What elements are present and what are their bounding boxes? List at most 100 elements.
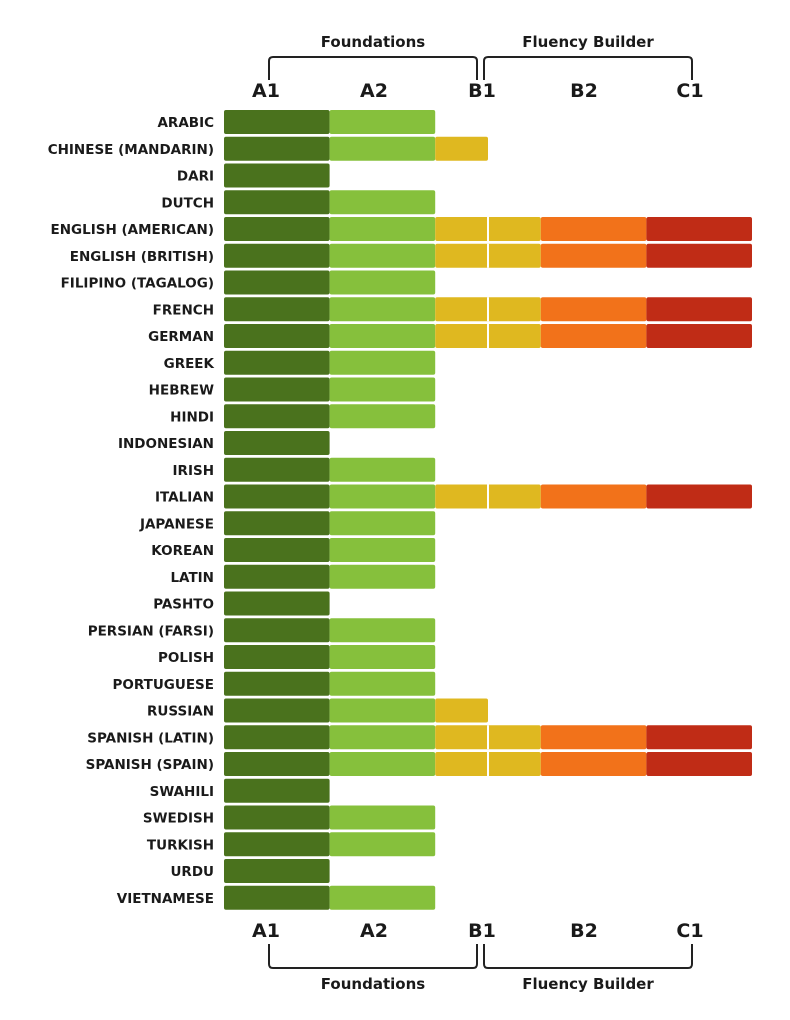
bar-segment-b2 bbox=[540, 217, 647, 241]
bar-segment-a1 bbox=[224, 136, 330, 161]
language-label-vietnamese: VIETNAMESE bbox=[117, 891, 214, 907]
bar-segment-a1 bbox=[224, 832, 330, 857]
bar-segment-a2 bbox=[329, 484, 436, 509]
language-label-portuguese: PORTUGUESE bbox=[112, 677, 214, 693]
bar-segment-a1 bbox=[224, 511, 330, 536]
language-label-dutch: DUTCH bbox=[161, 195, 214, 211]
language-label-russian: RUSSIAN bbox=[147, 704, 214, 720]
bar-french bbox=[224, 297, 752, 322]
bar-segment-c1 bbox=[646, 297, 752, 322]
bar-hebrew bbox=[224, 377, 436, 402]
level-label-c1: C1 bbox=[676, 80, 703, 102]
bar-segment-a2 bbox=[329, 752, 436, 776]
bar-segment-a1 bbox=[224, 431, 330, 455]
group-label-fluency-builder: Fluency Builder bbox=[522, 33, 654, 51]
language-label-filipino-tagalog: FILIPINO (TAGALOG) bbox=[61, 276, 214, 292]
language-label-persian-farsi: PERSIAN (FARSI) bbox=[88, 623, 214, 639]
bar-segment-a1 bbox=[224, 217, 330, 241]
language-label-italian: ITALIAN bbox=[155, 490, 214, 506]
language-label-dari: DARI bbox=[177, 169, 214, 185]
bar-segment-a2 bbox=[329, 404, 436, 429]
bar-segment-a2 bbox=[329, 645, 436, 669]
bar-segment-a1 bbox=[224, 725, 330, 750]
language-label-latin: LATIN bbox=[170, 570, 214, 586]
language-label-greek: GREEK bbox=[164, 356, 215, 372]
bar-vietnamese bbox=[224, 885, 436, 910]
group-bracket-foundations bbox=[268, 944, 478, 969]
bar-segment-a2 bbox=[329, 564, 436, 589]
language-label-english-american: ENGLISH (AMERICAN) bbox=[51, 222, 214, 238]
bar-segment-a2 bbox=[329, 885, 436, 910]
level-label-a2: A2 bbox=[360, 80, 388, 102]
language-label-japanese: JAPANESE bbox=[139, 516, 214, 532]
bar-segment-c1 bbox=[646, 484, 752, 509]
top-axis: A1 A2 B1 B2 C1 Foundations Fluency Builder bbox=[252, 33, 704, 102]
language-label-chinese-mandarin: CHINESE (MANDARIN) bbox=[48, 142, 214, 158]
bar-segment-b2 bbox=[540, 752, 647, 776]
bar-russian bbox=[224, 698, 488, 723]
language-label-swedish: SWEDISH bbox=[143, 811, 214, 827]
bar-segment-a2 bbox=[329, 243, 436, 268]
language-label-pashto: PASHTO bbox=[153, 597, 214, 613]
bar-segment-a1 bbox=[224, 645, 330, 669]
bar-portuguese bbox=[224, 671, 436, 696]
bar-segment-a1 bbox=[224, 243, 330, 268]
bar-arabic bbox=[224, 110, 436, 134]
language-label-hindi: HINDI bbox=[170, 409, 214, 425]
bar-dutch bbox=[224, 190, 436, 215]
bar-segment-b2 bbox=[540, 725, 647, 750]
bar-filipino-tagalog bbox=[224, 270, 436, 295]
language-label-hebrew: HEBREW bbox=[149, 383, 214, 399]
bar-segment-a2 bbox=[329, 457, 436, 482]
bars bbox=[224, 110, 752, 910]
language-label-arabic: ARABIC bbox=[157, 115, 214, 131]
level-label-a1: A1 bbox=[252, 80, 280, 102]
bar-segment-c1 bbox=[646, 217, 752, 241]
level-label-a1: A1 bbox=[252, 920, 280, 942]
bar-swedish bbox=[224, 805, 436, 830]
bar-chinese-mandarin bbox=[224, 136, 488, 161]
bar-indonesian bbox=[224, 431, 330, 455]
bar-japanese bbox=[224, 511, 436, 536]
language-label-urdu: URDU bbox=[170, 864, 214, 880]
language-label-korean: KOREAN bbox=[151, 543, 214, 559]
bar-segment-a2 bbox=[329, 618, 436, 643]
bar-segment-a2 bbox=[329, 377, 436, 402]
bar-segment-a2 bbox=[329, 110, 436, 134]
bar-segment-a1 bbox=[224, 163, 330, 188]
language-label-polish: POLISH bbox=[158, 650, 214, 666]
group-label-foundations: Foundations bbox=[321, 975, 425, 993]
bar-segment-a2 bbox=[329, 190, 436, 215]
bar-segment-a2 bbox=[329, 217, 436, 241]
bar-segment-a1 bbox=[224, 538, 330, 562]
bar-english-american bbox=[224, 217, 752, 241]
bar-segment-a1 bbox=[224, 404, 330, 429]
language-label-indonesian: INDONESIAN bbox=[118, 436, 214, 452]
bar-segment-a1 bbox=[224, 618, 330, 643]
bar-segment-a2 bbox=[329, 832, 436, 857]
bar-segment-a2 bbox=[329, 350, 436, 375]
bar-segment-b2 bbox=[540, 297, 647, 322]
bar-segment-a2 bbox=[329, 698, 436, 723]
bar-german bbox=[224, 324, 752, 348]
bar-urdu bbox=[224, 859, 330, 883]
bar-latin bbox=[224, 564, 436, 589]
bar-segment-a2 bbox=[329, 270, 436, 295]
level-label-b1: B1 bbox=[468, 80, 496, 102]
group-bracket-fluency-builder bbox=[483, 944, 693, 969]
language-label-turkish: TURKISH bbox=[147, 837, 214, 853]
level-label-b1: B1 bbox=[468, 920, 496, 942]
group-bracket-fluency-builder bbox=[483, 56, 693, 80]
bar-turkish bbox=[224, 832, 436, 857]
bar-segment-b2 bbox=[540, 243, 647, 268]
language-label-french: FRENCH bbox=[153, 302, 214, 318]
bar-segment-a1 bbox=[224, 110, 330, 134]
bar-segment-b2 bbox=[540, 324, 647, 348]
bar-segment-a2 bbox=[329, 136, 436, 161]
bar-segment-a2 bbox=[329, 511, 436, 536]
bar-segment-a1 bbox=[224, 324, 330, 348]
language-label-irish: IRISH bbox=[173, 463, 214, 479]
bar-swahili bbox=[224, 778, 330, 803]
bar-persian-farsi bbox=[224, 618, 436, 643]
